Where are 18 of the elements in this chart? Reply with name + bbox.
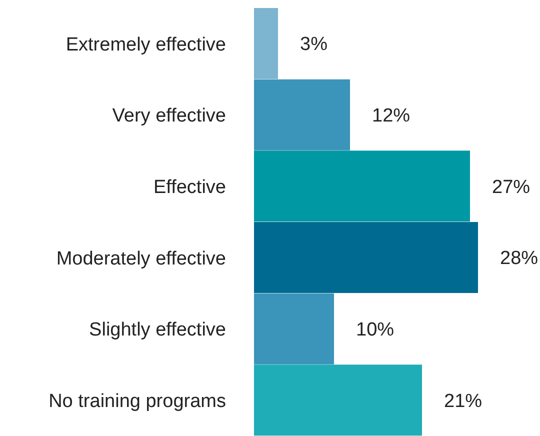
data-label: 27%: [492, 176, 530, 198]
y-tick-label: Moderately effective: [56, 248, 226, 270]
y-tick-label: Slightly effective: [89, 320, 226, 341]
y-tick-label: Extremely effective: [66, 34, 226, 56]
y-tick-label: Effective: [153, 177, 226, 198]
data-label: 10%: [356, 320, 394, 341]
bar: [254, 79, 350, 150]
y-tick-label: Very effective: [112, 106, 226, 127]
bar: [254, 293, 334, 364]
bar: [254, 364, 422, 436]
data-label: 3%: [300, 34, 328, 56]
data-label: 21%: [444, 390, 482, 412]
bar: [254, 222, 478, 293]
bar: [254, 8, 278, 79]
y-tick-label: No training programs: [48, 391, 226, 412]
data-label: 28%: [500, 248, 538, 270]
bar: [254, 150, 470, 222]
data-label: 12%: [372, 106, 410, 127]
